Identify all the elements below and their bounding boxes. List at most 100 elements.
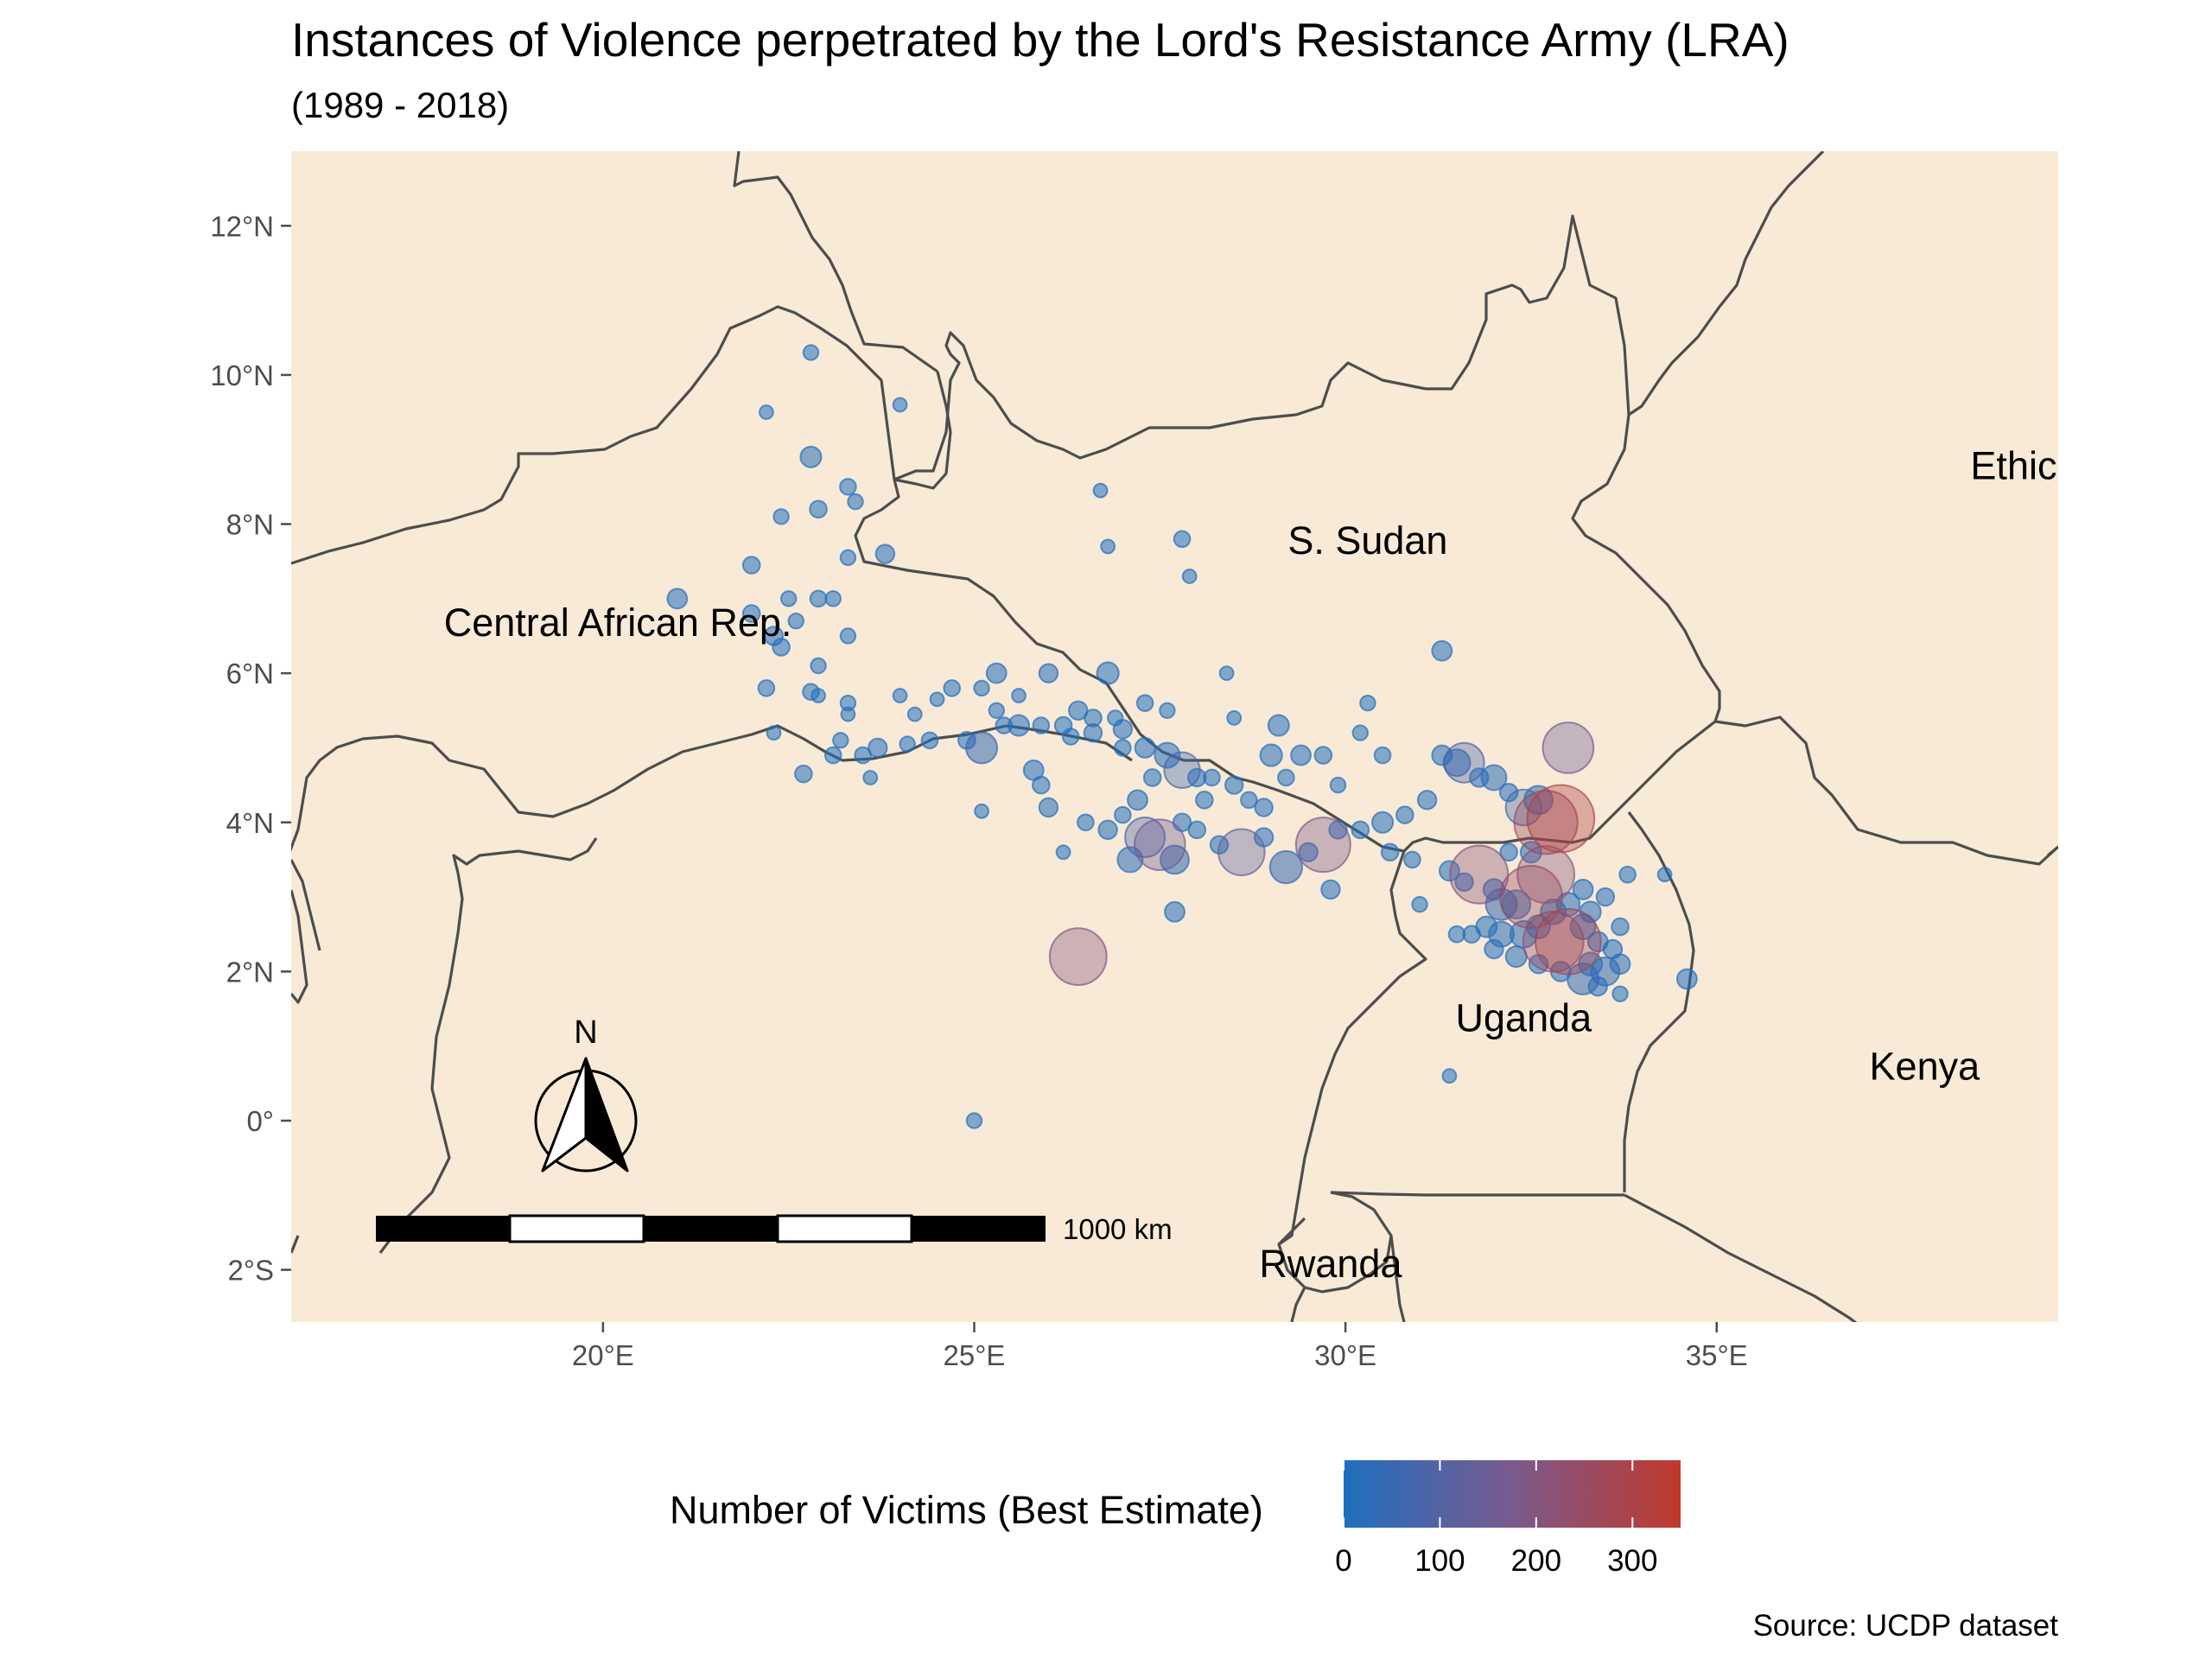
event-point	[1096, 661, 1120, 685]
event-point	[974, 803, 989, 819]
border-kenya-tanzania	[1624, 1193, 1858, 1322]
event-point	[1259, 743, 1283, 767]
event-point	[1595, 887, 1616, 907]
event-point	[906, 706, 923, 722]
event-point	[799, 445, 823, 468]
event-point	[847, 493, 864, 511]
country-label: Rwanda	[1259, 1242, 1402, 1286]
x-tick-label: 20°E	[572, 1339, 634, 1371]
event-point	[1134, 737, 1156, 759]
event-point	[1160, 844, 1190, 875]
event-point	[839, 694, 857, 712]
event-point	[892, 688, 908, 703]
event-point	[1114, 805, 1132, 824]
event-point	[824, 590, 842, 607]
event-point	[1077, 813, 1095, 832]
north-arrow-right	[584, 1057, 629, 1173]
event-point	[1498, 783, 1519, 803]
scale-bar: 1000 km	[376, 1213, 1173, 1245]
event-point	[794, 764, 813, 784]
event-point	[1351, 724, 1370, 741]
y-tick-label: 8°N	[226, 509, 274, 541]
event-point	[1567, 962, 1600, 995]
event-point	[1395, 805, 1414, 824]
country-label: Kenya	[1870, 1045, 1981, 1089]
event-point	[832, 732, 849, 749]
border-car-chad	[291, 305, 896, 565]
event-point	[1135, 694, 1154, 712]
event-point	[1127, 789, 1148, 811]
event-point	[1380, 842, 1400, 862]
event-point	[1217, 828, 1266, 877]
event-point	[779, 590, 798, 607]
event-points	[666, 344, 1698, 1129]
event-point	[1032, 716, 1051, 734]
event-point	[839, 478, 857, 496]
event-point	[1329, 776, 1347, 794]
border-drc-south	[378, 837, 598, 1254]
event-point	[1572, 879, 1594, 900]
event-point	[1618, 865, 1637, 884]
y-tick-label: 2°N	[226, 956, 274, 988]
event-point	[868, 737, 888, 759]
event-point	[1267, 714, 1290, 737]
x-tick-label: 35°E	[1686, 1339, 1748, 1371]
event-point	[1411, 895, 1428, 913]
event-point	[1359, 694, 1376, 712]
event-point	[1416, 790, 1438, 810]
legend-colorbar	[1344, 1460, 1681, 1528]
event-point	[1441, 1068, 1458, 1084]
x-tick-label: 25°E	[944, 1339, 1006, 1371]
event-point	[766, 725, 782, 741]
legend-tick-label: 0	[1335, 1544, 1351, 1578]
event-point	[757, 679, 776, 697]
event-point	[1403, 850, 1421, 869]
scale-seg-4	[776, 1214, 913, 1243]
caption: Source: UCDP dataset	[1752, 1609, 2058, 1643]
color-legend: 0 100 200 300	[1335, 1460, 1681, 1578]
legend-title: Number of Victims (Best Estimate)	[670, 1488, 1263, 1532]
border-ssudan-kenya	[1529, 720, 1716, 844]
event-point	[1187, 820, 1207, 840]
event-point	[1092, 482, 1109, 499]
country-label: Central African Rep.	[444, 601, 792, 645]
event-point	[1218, 665, 1235, 682]
event-point	[1516, 845, 1576, 905]
border-sudan-ethiopia	[1628, 151, 1825, 416]
event-point	[874, 543, 896, 564]
event-point	[1112, 719, 1134, 740]
event-point	[988, 702, 1005, 719]
event-point	[741, 556, 761, 575]
event-point	[1675, 968, 1698, 990]
event-point	[1454, 872, 1474, 892]
event-point	[1007, 714, 1031, 737]
x-axis: 20°E 25°E 30°E 35°E	[572, 1322, 1748, 1371]
event-point	[1480, 764, 1508, 791]
event-point	[839, 627, 857, 645]
event-point	[666, 588, 689, 610]
event-point	[802, 344, 820, 361]
event-point	[1038, 797, 1059, 818]
event-point	[899, 735, 916, 753]
country-label: Uganda	[1456, 995, 1593, 1039]
event-point	[1134, 818, 1186, 871]
event-point	[1611, 917, 1630, 937]
event-point	[1100, 538, 1116, 555]
map-title: Instances of Violence perpetrated by the…	[291, 13, 1789, 67]
event-point	[1431, 639, 1453, 662]
border-west-gabon	[291, 1235, 300, 1254]
event-point	[741, 604, 761, 623]
event-point	[823, 746, 842, 765]
event-point	[973, 679, 990, 697]
border-burundi	[1290, 1287, 1306, 1322]
event-point	[1443, 741, 1485, 784]
y-tick-label: 10°N	[210, 359, 274, 391]
border-sudan-ssudan	[893, 214, 1630, 481]
event-point	[1114, 739, 1132, 757]
event-point	[1526, 784, 1596, 854]
event-point	[802, 683, 820, 702]
legend-tick-label: 200	[1511, 1544, 1561, 1578]
legend-tick-label: 100	[1414, 1544, 1465, 1578]
border-kenya-somalia	[2046, 845, 2058, 857]
